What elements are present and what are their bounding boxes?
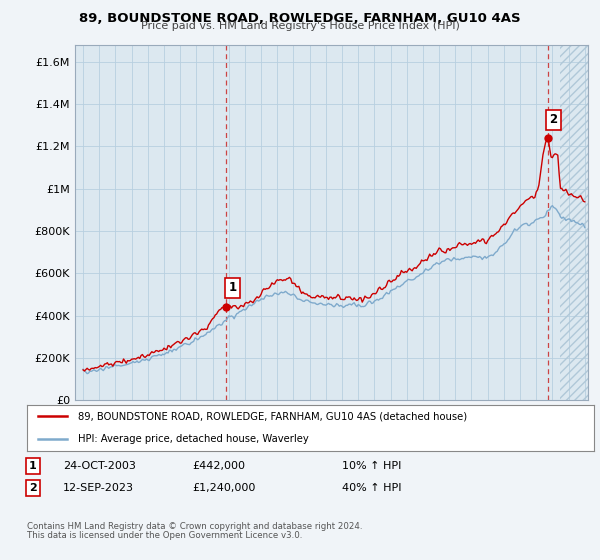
Text: 89, BOUNDSTONE ROAD, ROWLEDGE, FARNHAM, GU10 4AS (detached house): 89, BOUNDSTONE ROAD, ROWLEDGE, FARNHAM, …: [78, 412, 467, 421]
Text: 2: 2: [550, 114, 557, 127]
Text: This data is licensed under the Open Government Licence v3.0.: This data is licensed under the Open Gov…: [27, 531, 302, 540]
Text: £1,240,000: £1,240,000: [192, 483, 256, 493]
Text: 1: 1: [29, 461, 37, 471]
Text: 89, BOUNDSTONE ROAD, ROWLEDGE, FARNHAM, GU10 4AS: 89, BOUNDSTONE ROAD, ROWLEDGE, FARNHAM, …: [79, 12, 521, 25]
Text: Price paid vs. HM Land Registry's House Price Index (HPI): Price paid vs. HM Land Registry's House …: [140, 21, 460, 31]
Text: 40% ↑ HPI: 40% ↑ HPI: [342, 483, 401, 493]
Text: 10% ↑ HPI: 10% ↑ HPI: [342, 461, 401, 471]
Text: 12-SEP-2023: 12-SEP-2023: [63, 483, 134, 493]
Text: HPI: Average price, detached house, Waverley: HPI: Average price, detached house, Wave…: [78, 435, 309, 444]
Text: Contains HM Land Registry data © Crown copyright and database right 2024.: Contains HM Land Registry data © Crown c…: [27, 522, 362, 531]
Text: £442,000: £442,000: [192, 461, 245, 471]
Text: 1: 1: [228, 281, 236, 295]
Text: 2: 2: [29, 483, 37, 493]
Text: 24-OCT-2003: 24-OCT-2003: [63, 461, 136, 471]
